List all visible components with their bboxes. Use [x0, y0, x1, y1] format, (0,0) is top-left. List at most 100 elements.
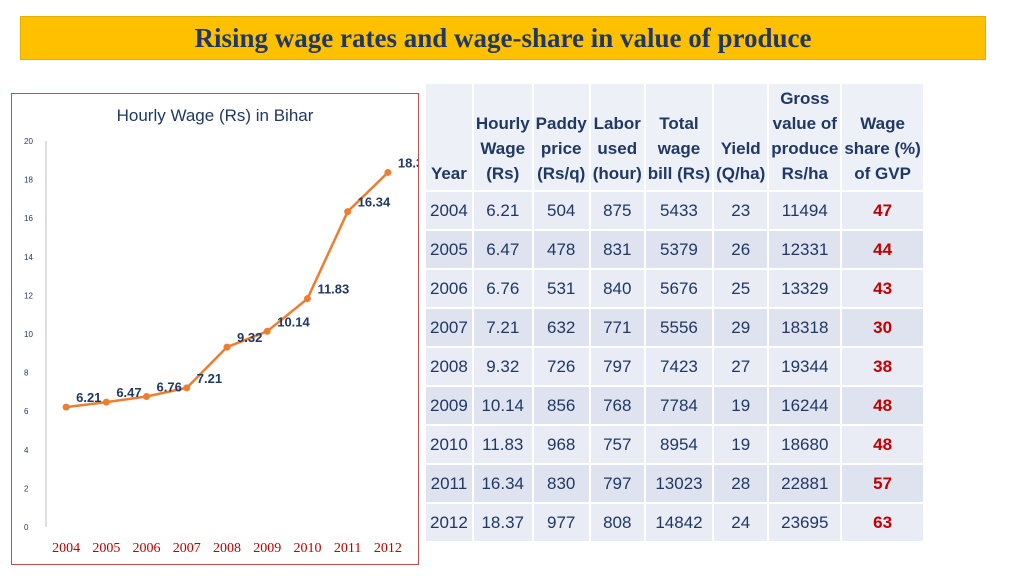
- column-header-line: (Rs/q): [537, 164, 586, 183]
- data-point: [102, 398, 110, 406]
- table-cell: 6.21: [473, 192, 532, 229]
- wage-share-cell: 48: [842, 387, 923, 424]
- table-cell: 968: [533, 426, 589, 463]
- table-cell: 7.21: [473, 309, 532, 346]
- wage-table-container: Year Hourly Wage (Rs) Paddy price (Rs/q) Labor u…: [424, 82, 925, 543]
- data-point: [384, 168, 392, 176]
- table-cell: 2009: [426, 387, 472, 424]
- line-chart-svg: Hourly Wage (Rs) in Bihar 0 2 4 6 8 10 12 14 16 18…: [24, 106, 418, 556]
- chart-title: Hourly Wage (Rs) in Bihar: [117, 106, 314, 125]
- column-header-line: Rs/ha: [781, 164, 828, 183]
- data-label: 7.21: [197, 371, 222, 386]
- table-cell: 5379: [645, 231, 713, 268]
- y-tick-label: 10: [24, 330, 33, 339]
- data-label: 6.47: [116, 385, 141, 400]
- column-header-line: Wage: [480, 139, 526, 158]
- table-cell: 831: [590, 231, 644, 268]
- wage-share-cell: 57: [842, 465, 923, 502]
- column-header-line: of GVP: [854, 164, 911, 183]
- column-header: Yield (Q/ha): [714, 84, 768, 190]
- table-cell: 18.37: [473, 504, 532, 541]
- column-header-line: Gross: [780, 89, 830, 108]
- table-cell: 11.83: [473, 426, 532, 463]
- column-header: Paddy price (Rs/q): [533, 84, 589, 190]
- table-cell: 2004: [426, 192, 472, 229]
- column-header: Total wage bill (Rs): [645, 84, 713, 190]
- column-header-line: used: [597, 139, 638, 158]
- table-cell: 504: [533, 192, 589, 229]
- y-tick-label: 2: [24, 484, 29, 493]
- data-point: [223, 343, 231, 351]
- table-cell: 2007: [426, 309, 472, 346]
- y-tick-label: 16: [24, 214, 33, 223]
- table-row: 2004 6.21 504 875 5433 23 11494 47: [426, 192, 923, 229]
- x-tick-label: 2008: [213, 541, 241, 556]
- x-tick-label: 2006: [133, 541, 161, 556]
- data-point: [183, 384, 191, 392]
- data-label: 16.34: [358, 195, 391, 210]
- data-label: 9.32: [237, 330, 262, 345]
- column-header-line: Hourly: [475, 114, 530, 133]
- table-cell: 875: [590, 192, 644, 229]
- table-cell: 771: [590, 309, 644, 346]
- x-tick-label: 2004: [52, 541, 80, 556]
- wage-share-cell: 63: [842, 504, 923, 541]
- column-header-line: share (%): [844, 139, 921, 158]
- table-cell: 16244: [769, 387, 841, 424]
- y-tick-label: 0: [24, 523, 29, 532]
- data-label: 10.14: [277, 314, 310, 329]
- column-header-line: wage: [657, 139, 701, 158]
- table-cell: 22881: [769, 465, 841, 502]
- column-header: Year: [426, 84, 472, 190]
- table-row: 2007 7.21 632 771 5556 29 18318 30: [426, 309, 923, 346]
- y-tick-label: 20: [24, 137, 33, 146]
- hourly-wage-chart: Hourly Wage (Rs) in Bihar 0 2 4 6 8 10 12 14 16 18…: [11, 93, 419, 565]
- table-cell: 2012: [426, 504, 472, 541]
- page-title: Rising wage rates and wage-share in valu…: [194, 22, 812, 53]
- table-cell: 18318: [769, 309, 841, 346]
- x-tick-label: 2005: [92, 541, 120, 556]
- table-cell: 2006: [426, 270, 472, 307]
- x-tick-label: 2010: [293, 541, 321, 556]
- data-point: [303, 295, 311, 303]
- table-cell: 19: [714, 387, 768, 424]
- column-header: Labor used (hour): [590, 84, 644, 190]
- table-cell: 12331: [769, 231, 841, 268]
- table-cell: 2008: [426, 348, 472, 385]
- table-row: 2011 16.34 830 797 13023 28 22881 57: [426, 465, 923, 502]
- data-point: [62, 403, 70, 411]
- table-cell: 2010: [426, 426, 472, 463]
- table-cell: 7423: [645, 348, 713, 385]
- wage-share-cell: 43: [842, 270, 923, 307]
- y-tick-label: 18: [24, 176, 33, 185]
- table-cell: 757: [590, 426, 644, 463]
- table-cell: 28: [714, 465, 768, 502]
- y-tick-label: 4: [24, 446, 29, 455]
- column-header-line: price: [540, 139, 582, 158]
- y-tick-label: 8: [24, 369, 29, 378]
- data-label: 6.76: [157, 380, 182, 395]
- table-cell: 25: [714, 270, 768, 307]
- table-cell: 6.76: [473, 270, 532, 307]
- data-label: 11.83: [317, 282, 349, 297]
- table-header-row: Year Hourly Wage (Rs) Paddy price (Rs/q) Labor u…: [426, 84, 923, 190]
- y-tick-label: 14: [24, 253, 33, 262]
- table-row: 2008 9.32 726 797 7423 27 19344 38: [426, 348, 923, 385]
- table-cell: 5433: [645, 192, 713, 229]
- data-point: [143, 393, 151, 401]
- table-cell: 24: [714, 504, 768, 541]
- table-cell: 830: [533, 465, 589, 502]
- x-tick-label: 2012: [374, 541, 402, 556]
- x-tick-label: 2009: [253, 541, 281, 556]
- column-header-line: (hour): [592, 164, 642, 183]
- table-cell: 27: [714, 348, 768, 385]
- table-row: 2010 11.83 968 757 8954 19 18680 48: [426, 426, 923, 463]
- table-cell: 23695: [769, 504, 841, 541]
- y-tick-label: 12: [24, 291, 33, 300]
- table-cell: 18680: [769, 426, 841, 463]
- table-cell: 9.32: [473, 348, 532, 385]
- column-header-line: Year: [430, 164, 467, 183]
- wage-share-cell: 44: [842, 231, 923, 268]
- table-row: 2005 6.47 478 831 5379 26 12331 44: [426, 231, 923, 268]
- x-tick-label: 2011: [334, 541, 361, 556]
